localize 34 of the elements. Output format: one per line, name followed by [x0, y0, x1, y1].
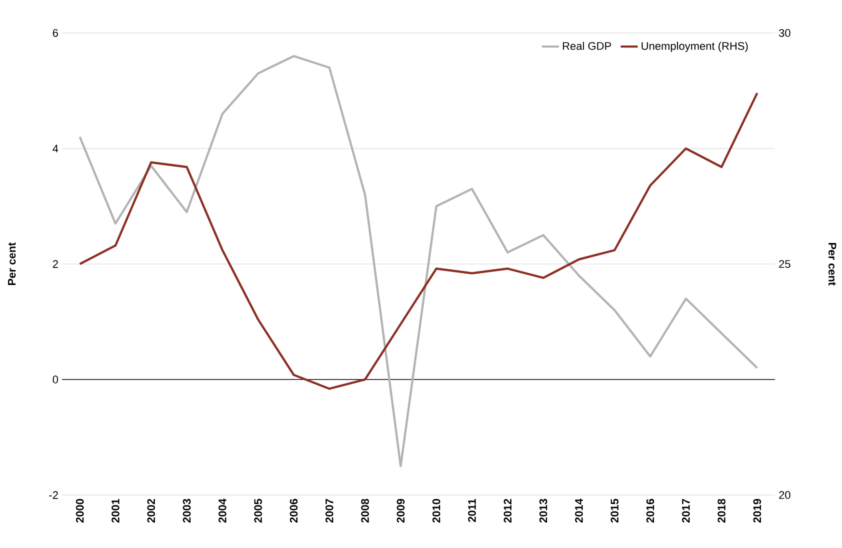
x-tick-label: 2003	[182, 498, 191, 523]
x-tick-label: 2002	[147, 498, 156, 523]
x-tick-label: 2009	[396, 498, 405, 523]
x-tick-label: 2007	[325, 499, 334, 523]
y-tick-label: 6	[52, 29, 58, 37]
y-tick-label: -2	[49, 491, 58, 499]
x-tick-label: 2008	[361, 498, 369, 523]
legend-label: Real GDP	[562, 42, 611, 50]
x-tick-label: 2006	[290, 498, 298, 523]
x-tick-label: 2019	[753, 498, 762, 523]
y-tick-label: 0	[52, 376, 58, 384]
y2-tick-label: 25	[779, 260, 790, 268]
x-tick-label: 2015	[610, 498, 618, 523]
x-tick-label: 2011	[468, 498, 476, 522]
x-tick-label: 2018	[718, 498, 726, 523]
y-tick-label: 2	[52, 260, 58, 268]
x-tick-label: 2004	[218, 498, 226, 523]
x-tick-label: 2013	[539, 498, 548, 523]
x-tick-label: 2010	[432, 498, 440, 523]
x-tick-label: 2001	[112, 498, 120, 523]
y2-tick-label: 20	[779, 491, 790, 499]
line-series	[78, 54, 758, 468]
y2-tick-label: 30	[778, 29, 790, 37]
x-tick-label: 2000	[76, 498, 84, 523]
y-axis-title: Per cent	[8, 242, 16, 285]
line-series	[78, 92, 758, 390]
legend-label: Unemployment (RHS)	[642, 42, 748, 52]
x-tick-label: 2017	[682, 499, 690, 523]
y-tick-label: 4	[52, 144, 58, 152]
x-tick-label: 2014	[575, 498, 583, 523]
y2-axis-title: Per cent	[828, 243, 836, 286]
x-tick-label: 2016	[646, 498, 654, 523]
x-tick-label: 2012	[504, 498, 512, 523]
x-tick-label: 2005	[254, 498, 262, 523]
